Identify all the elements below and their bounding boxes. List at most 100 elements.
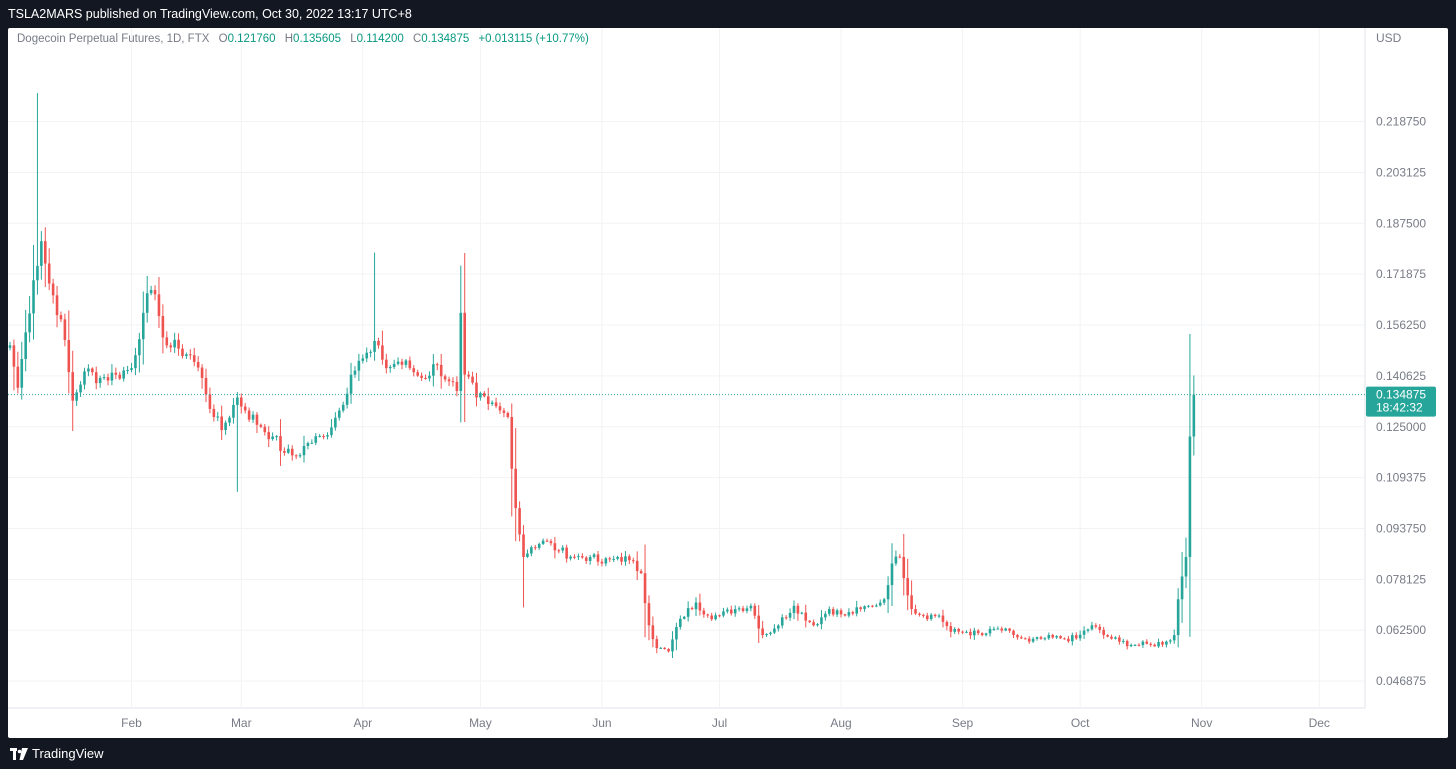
last-price-value: 0.134875	[1376, 388, 1426, 402]
candle-body-up	[671, 639, 674, 652]
bar-countdown: 18:42:32	[1376, 401, 1423, 415]
candle-body-up	[1031, 638, 1035, 642]
candle-body-down	[1118, 637, 1121, 642]
candle-body-down	[483, 393, 486, 397]
candle-body-up	[694, 602, 698, 610]
candle-body-down	[385, 359, 388, 369]
high-label: H	[284, 33, 294, 45]
candle-body-down	[63, 319, 67, 341]
candle-body-down	[1145, 641, 1149, 644]
candle-body-down	[169, 345, 173, 348]
candle-body-up	[271, 436, 274, 440]
candle-body-up	[1047, 634, 1051, 639]
published-header: TSLA2MARS published on TradingView.com, …	[0, 0, 1456, 28]
candlestick-chart[interactable]: 0.218750 0.203125 0.187500 0.171875 0.156250…	[8, 28, 1448, 738]
candle-body-down	[263, 426, 267, 433]
candle-body-up	[428, 375, 431, 379]
candle-body-down	[1000, 628, 1004, 631]
candle-body-up	[863, 606, 866, 610]
candle-body-down	[933, 614, 937, 617]
candle-body-down	[1063, 638, 1066, 640]
candle-body-up	[855, 607, 859, 614]
candle-body-up	[780, 617, 784, 626]
published-text: TSLA2MARS published on TradingView.com, …	[8, 7, 412, 21]
candle-body-down	[67, 340, 71, 373]
candle-body-down	[812, 622, 815, 626]
candle-body-up	[984, 633, 988, 636]
candle-body-down	[565, 547, 568, 559]
y-tick-label: 0.093750	[1376, 521, 1426, 535]
change-value: +0.013115 (+10.77%)	[478, 33, 589, 45]
low-label: L	[350, 33, 357, 45]
candle-body-down	[804, 612, 808, 621]
candle-body-down	[157, 294, 161, 317]
candle-body-down	[1125, 640, 1129, 647]
candle-body-up	[890, 563, 894, 586]
candle-body-down	[243, 406, 247, 411]
candle-body-up	[733, 609, 737, 614]
candle-body-up	[1184, 556, 1188, 577]
candle-body-up	[310, 442, 314, 444]
candle-body-up	[1082, 630, 1086, 635]
candle-body-down	[51, 283, 55, 296]
candle-body-down	[910, 595, 913, 610]
candle-body-down	[698, 602, 702, 611]
candle-body-down	[741, 608, 745, 611]
candle-body-down	[439, 364, 443, 377]
candle-body-down	[510, 416, 514, 469]
chart-panel[interactable]: 0.218750 0.203125 0.187500 0.171875 0.156250…	[8, 28, 1448, 738]
candle-body-down	[322, 436, 325, 438]
candle-body-down	[902, 556, 906, 579]
candle-body-down	[416, 372, 419, 376]
candle-body-down	[702, 610, 706, 615]
candle-body-down	[463, 312, 467, 375]
y-tick-label: 0.218750	[1376, 115, 1426, 129]
candle-body-up	[792, 605, 796, 613]
candle-body-up	[765, 633, 768, 636]
candle-body-up	[228, 417, 231, 423]
candle-body-down	[412, 368, 416, 373]
candle-body-up	[490, 402, 494, 404]
candle-body-up	[40, 241, 43, 266]
candle-body-up	[675, 627, 678, 640]
candle-body-down	[718, 615, 721, 617]
candle-body-up	[8, 345, 12, 348]
candle-body-up	[141, 312, 145, 340]
candle-body-up	[726, 609, 729, 612]
candle-body-up	[878, 602, 882, 606]
candle-body-down	[631, 560, 635, 562]
candle-body-up	[682, 616, 686, 619]
candle-body-down	[118, 374, 122, 379]
candle-body-down	[655, 639, 659, 649]
candle-body-up	[1086, 629, 1090, 631]
x-tick-label: Dec	[1309, 716, 1330, 730]
candle-body-down	[663, 647, 666, 650]
candle-body-down	[925, 615, 929, 620]
candle-body-down	[94, 372, 98, 384]
candle-body-down	[620, 556, 623, 562]
candle-body-up	[110, 372, 114, 381]
x-tick-label: Sep	[952, 716, 974, 730]
candle-body-up	[1192, 394, 1196, 437]
candle-body-up	[1004, 628, 1007, 631]
candle-body-up	[827, 609, 831, 614]
candle-body-up	[1169, 640, 1172, 642]
y-tick-label: 0.187500	[1376, 216, 1426, 230]
candle-body-down	[1094, 625, 1098, 627]
candle-body-down	[600, 561, 604, 564]
candle-body-down	[220, 416, 223, 431]
candle-body-down	[906, 578, 909, 596]
candle-body-up	[361, 358, 365, 361]
candle-body-up	[867, 605, 870, 607]
candle-body-down	[639, 571, 643, 574]
tradingview-logo-icon	[10, 747, 28, 760]
candle-body-up	[75, 392, 78, 401]
candle-body-up	[1043, 638, 1047, 640]
candle-body-up	[369, 351, 372, 353]
candles-group	[8, 93, 1196, 658]
candle-body-up	[224, 422, 227, 431]
candle-body-up	[173, 339, 176, 348]
candle-body-down	[279, 436, 282, 451]
candle-body-down	[1149, 643, 1153, 645]
candle-body-down	[55, 295, 59, 316]
